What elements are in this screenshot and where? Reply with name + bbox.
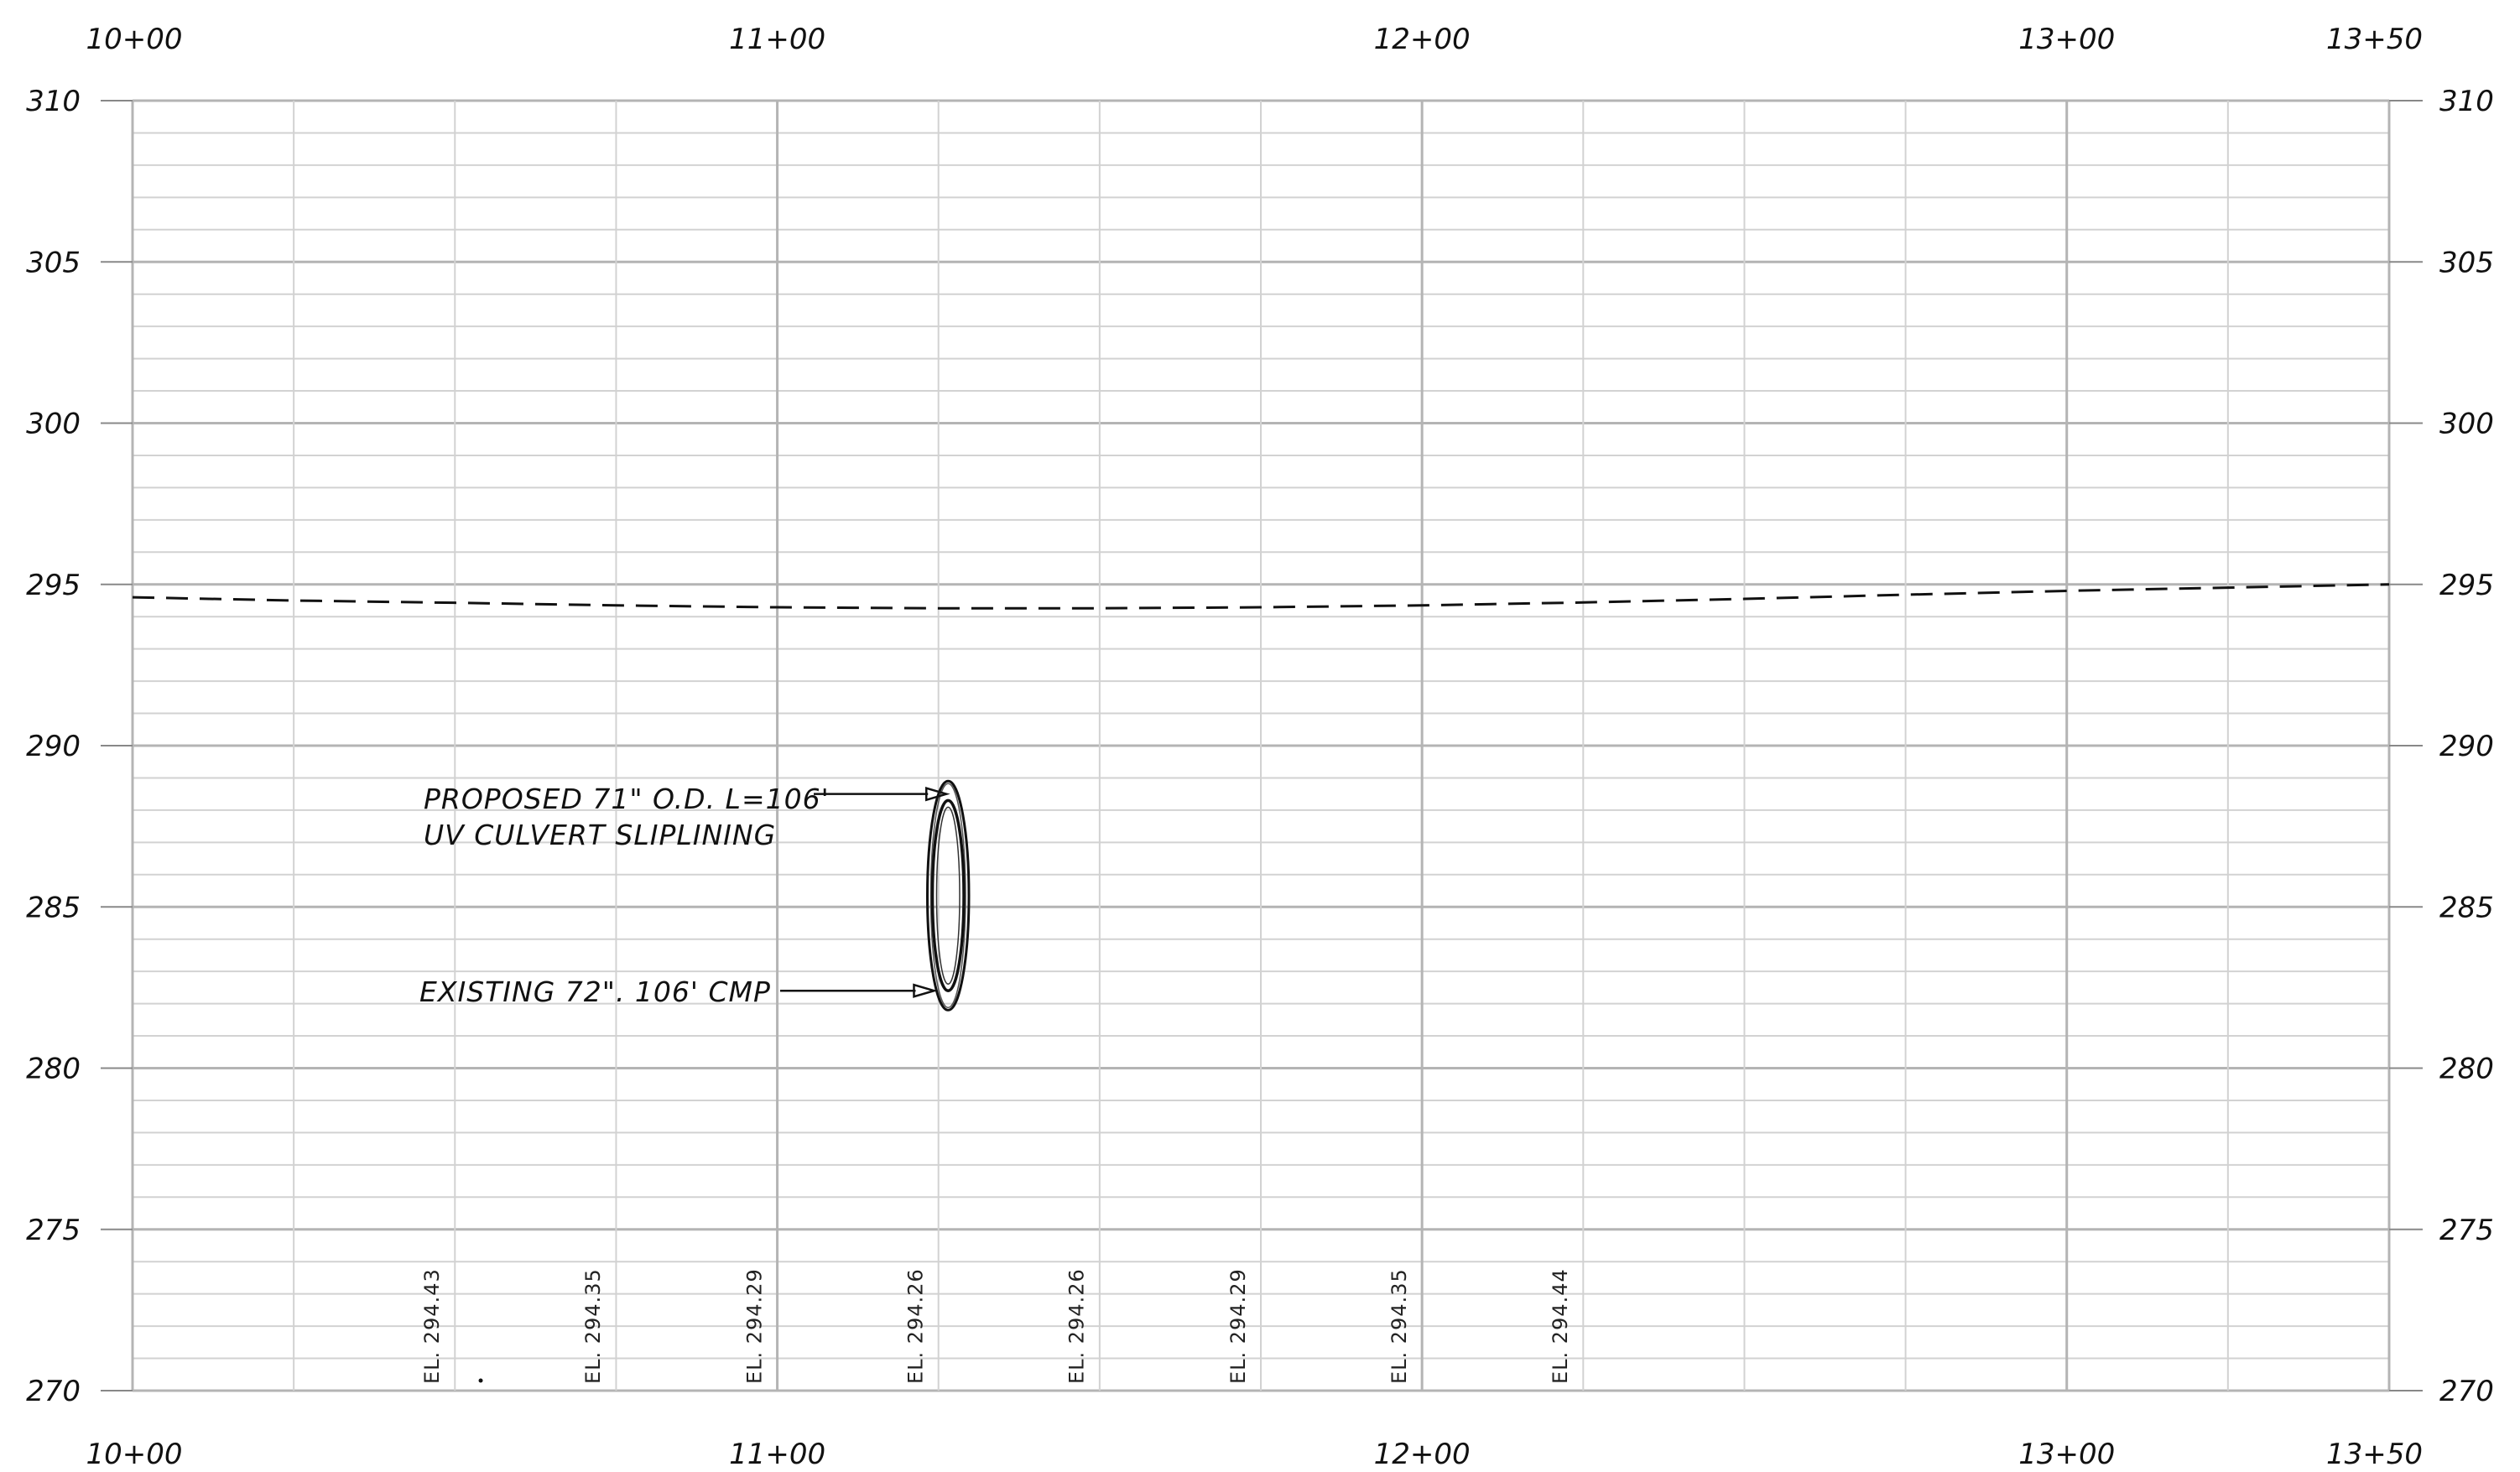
elevation-label-left: 295 <box>26 569 81 602</box>
existing-cmp-wall <box>929 783 966 1009</box>
proposed-liner-inner <box>935 806 961 985</box>
proposed-leader-arrowhead <box>924 787 950 802</box>
elevation-annotation: EL. 294.35 <box>1388 1268 1411 1384</box>
existing-ground-line <box>132 583 2390 610</box>
elevation-label-left: 305 <box>26 246 81 279</box>
elevation-label-left: 285 <box>26 891 81 924</box>
station-label-bottom: 13+00 <box>2018 1438 2115 1471</box>
elevation-label-left: 275 <box>26 1214 81 1247</box>
station-label-top: 13+50 <box>2326 23 2423 56</box>
elevation-label-right: 280 <box>2439 1053 2494 1086</box>
elevation-label-right: 295 <box>2439 569 2494 602</box>
elevation-label-left: 290 <box>26 730 81 763</box>
station-label-top: 12+00 <box>1374 23 1471 56</box>
elevation-label-right: 285 <box>2439 891 2494 924</box>
elevation-annotations: EL. 294.43 EL. 294.35 EL. 294.29 EL. 294.26… <box>420 1268 1572 1384</box>
culvert-section <box>925 779 971 1012</box>
station-label-bottom: 11+00 <box>729 1438 825 1471</box>
elevation-label-left: 270 <box>26 1375 81 1408</box>
station-label-top: 10+00 <box>86 23 182 56</box>
grid <box>131 99 2391 1392</box>
callout-proposed-line2: UV CULVERT SLIPLINING <box>424 819 776 851</box>
survey-point-dot <box>478 1378 483 1383</box>
elevation-label-right: 300 <box>2439 408 2494 441</box>
elevation-annotation: EL. 294.43 <box>420 1268 444 1384</box>
callouts: PROPOSED 71" O.D. L=106' UV CULVERT SLIP… <box>419 783 950 1008</box>
elevation-label-right: 310 <box>2439 85 2494 118</box>
station-label-bottom: 13+50 <box>2326 1438 2423 1471</box>
existing-cmp-outer <box>925 779 971 1012</box>
station-label-bottom: 12+00 <box>1374 1438 1471 1471</box>
elevation-label-left: 280 <box>26 1053 81 1086</box>
axis-labels: 10+00 10+00 11+00 11+00 12+00 12+00 13+00 13+00… <box>26 23 2494 1471</box>
station-label-bottom: 10+00 <box>86 1438 182 1471</box>
elevation-label-right: 305 <box>2439 246 2494 279</box>
proposed-liner <box>930 798 966 992</box>
elevation-annotation: EL. 294.26 <box>904 1268 928 1384</box>
elevation-label-right: 275 <box>2439 1214 2494 1247</box>
callout-proposed-line1: PROPOSED 71" O.D. L=106' <box>424 783 830 815</box>
station-label-top: 13+00 <box>2018 23 2115 56</box>
elevation-label-left: 310 <box>26 85 81 118</box>
elevation-label-right: 270 <box>2439 1375 2494 1408</box>
ground-profile <box>132 583 2390 610</box>
elevation-annotation: EL. 294.44 <box>1549 1268 1572 1384</box>
elevation-annotation: EL. 294.26 <box>1065 1268 1089 1384</box>
axis-ticks <box>101 100 2423 1391</box>
elevation-annotation: EL. 294.29 <box>1226 1268 1250 1384</box>
elevation-label-left: 300 <box>26 408 81 441</box>
callout-existing: EXISTING 72". 106' CMP <box>419 975 771 1008</box>
elevation-annotation: EL. 294.35 <box>581 1268 605 1384</box>
station-label-top: 11+00 <box>729 23 825 56</box>
elevation-annotation: EL. 294.29 <box>742 1268 766 1384</box>
existing-leader-arrowhead <box>913 983 938 998</box>
elevation-label-right: 290 <box>2439 730 2494 763</box>
